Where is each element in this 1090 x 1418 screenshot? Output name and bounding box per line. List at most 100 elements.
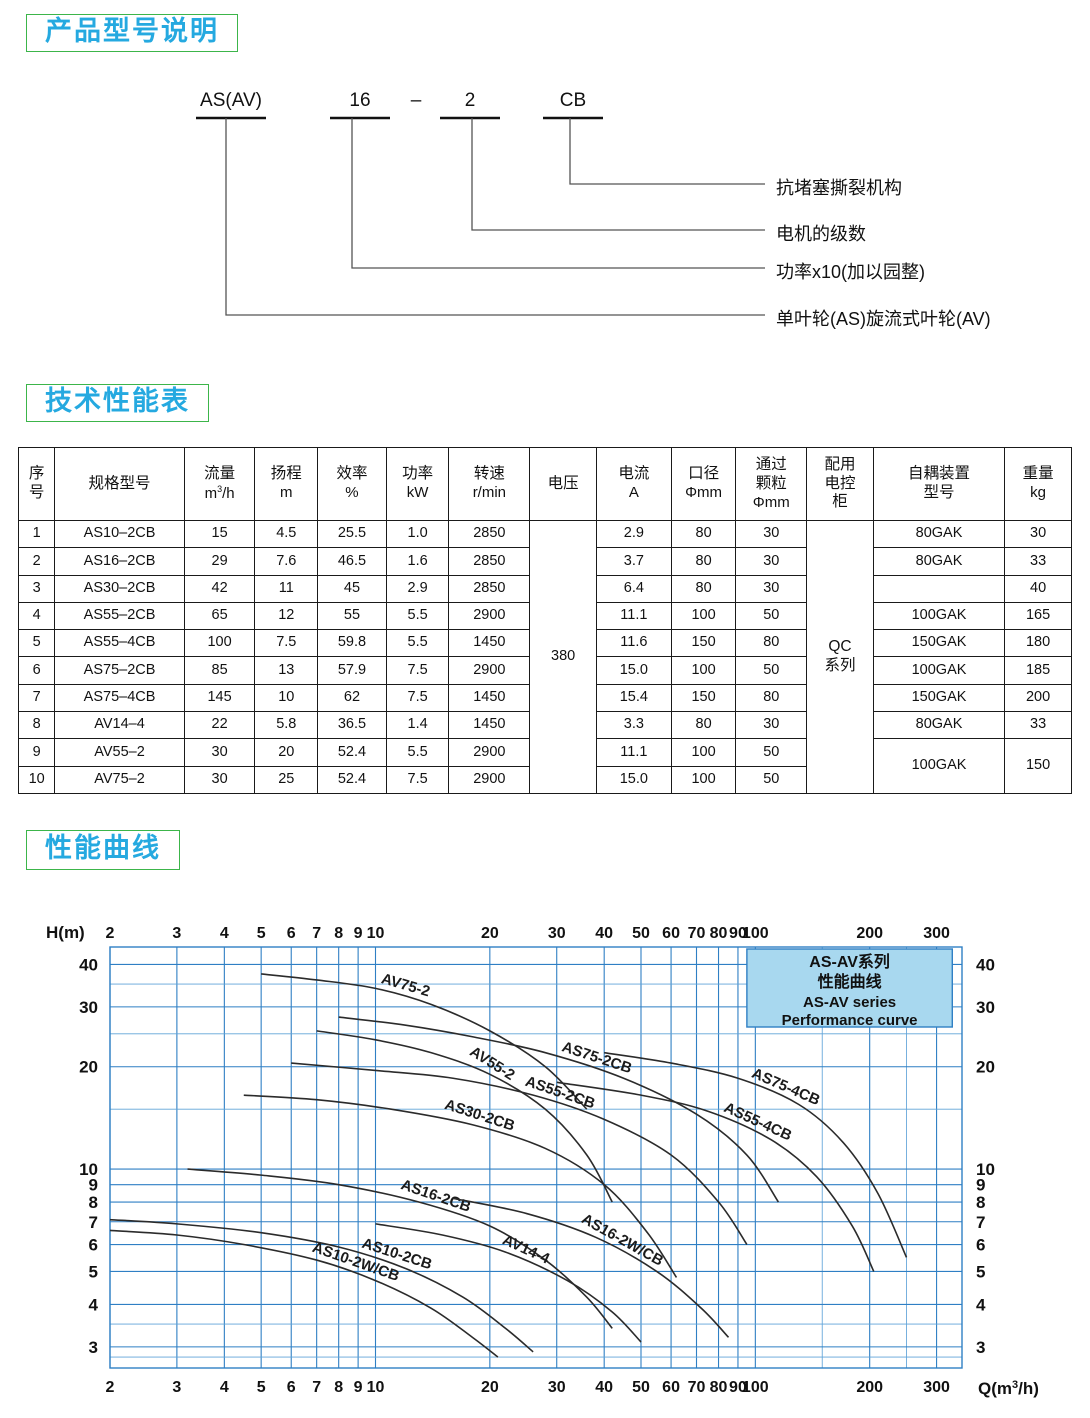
model-designation-diagram: AS(AV) 16 – 2 CB 抗堵塞撕裂机构 电机的级数 功率x10(加以园… — [0, 78, 1090, 346]
ytick-right-6: 6 — [976, 1236, 985, 1255]
cell-flow: 65 — [183, 601, 256, 631]
cell-coupling: 100GAK — [872, 738, 1006, 794]
xtick-bottom-70: 70 — [688, 1379, 706, 1396]
xtick-bottom-4: 4 — [220, 1379, 229, 1396]
model-code-suffix: CB — [559, 90, 587, 111]
legend-line3: AS-AV series — [803, 994, 896, 1011]
cell-flow: 15 — [183, 519, 256, 549]
cell-weight: 30 — [1004, 519, 1072, 549]
cell-eff: 52.4 — [317, 738, 387, 767]
cell-no: 7 — [17, 683, 56, 713]
xtick-top-40: 40 — [595, 925, 613, 942]
cell-head: 5.8 — [254, 711, 319, 740]
th-coupling-device: 自耦装置 型号 — [872, 447, 1006, 521]
cell-particle: 50 — [735, 738, 808, 767]
cell-speed: 1450 — [448, 711, 531, 740]
ytick-right-8: 8 — [976, 1193, 985, 1212]
ytick-left-30: 30 — [79, 998, 98, 1017]
table-row: 6 AS75–2CB 85 13 57.9 7.5 2900 15.0 100 50 100GAK 1… — [17, 656, 1072, 685]
cell-flow: 85 — [183, 656, 256, 685]
th-index: 序 号 — [17, 447, 56, 521]
ytick-right-3: 3 — [976, 1338, 985, 1357]
model-diagram-lines — [196, 116, 765, 316]
cell-current: 15.0 — [595, 765, 672, 794]
cell-speed: 2850 — [448, 547, 531, 576]
cell-no: 9 — [17, 738, 56, 767]
cell-weight: 150 — [1004, 738, 1072, 794]
curve-AS10-2CB — [110, 1218, 534, 1353]
xtick-top-5: 5 — [257, 925, 266, 942]
th-speed: 转速 r/min — [448, 447, 531, 521]
cell-power: 7.5 — [385, 656, 450, 685]
cell-eff: 46.5 — [317, 547, 387, 576]
cell-coupling: 100GAK — [872, 656, 1006, 685]
curve-AS16-2CB — [187, 1168, 613, 1329]
cell-control-cabinet: QC 系列 — [806, 520, 874, 794]
cell-speed: 2850 — [448, 574, 531, 603]
cell-flow: 100 — [183, 629, 256, 658]
cell-speed: 2900 — [448, 601, 531, 631]
cell-model: AS55–4CB — [54, 629, 185, 658]
xtick-bottom-7: 7 — [312, 1379, 321, 1396]
ytick-left-6: 6 — [89, 1236, 98, 1255]
th-efficiency: 效率 % — [317, 447, 387, 521]
cell-speed: 2900 — [448, 738, 531, 767]
xtick-bottom-30: 30 — [548, 1379, 566, 1396]
cell-bore: 100 — [670, 765, 737, 794]
cell-model: AS75–4CB — [54, 683, 185, 713]
cell-current: 3.7 — [595, 547, 672, 576]
cell-speed: 2900 — [448, 656, 531, 685]
curve-AS16-2W/CB — [452, 1197, 730, 1338]
section-title-model: 产品型号说明 — [45, 16, 219, 46]
ytick-right-40: 40 — [976, 955, 995, 974]
cell-coupling: 100GAK — [872, 601, 1006, 631]
model-code-dash: – — [410, 90, 422, 111]
ytick-right-9: 9 — [976, 1176, 985, 1195]
cell-bore: 80 — [670, 711, 737, 740]
xtick-bottom-9: 9 — [354, 1379, 363, 1396]
ytick-right-10: 10 — [976, 1160, 995, 1179]
xtick-top-7: 7 — [312, 925, 321, 942]
cell-eff: 45 — [317, 574, 387, 603]
cell-power: 1.0 — [385, 519, 450, 549]
cell-eff: 62 — [317, 683, 387, 713]
cell-bore: 100 — [670, 738, 737, 767]
cell-particle: 50 — [735, 601, 808, 631]
cell-eff: 59.8 — [317, 629, 387, 658]
xtick-top-9: 9 — [354, 925, 363, 942]
cell-weight: 185 — [1004, 656, 1072, 685]
cell-current: 15.4 — [595, 683, 672, 713]
xtick-bottom-200: 200 — [856, 1379, 883, 1396]
cell-current: 2.9 — [595, 519, 672, 549]
cell-head: 4.5 — [254, 519, 319, 549]
cell-power: 5.5 — [385, 738, 450, 767]
legend-line1: AS-AV系列 — [809, 952, 890, 971]
cell-head: 25 — [254, 765, 319, 794]
xtick-bottom-60: 60 — [662, 1379, 680, 1396]
cell-bore: 100 — [670, 601, 737, 631]
section-header-table: 技术性能表 — [26, 384, 209, 422]
model-desc-motor-poles: 电机的级数 — [776, 224, 866, 244]
cell-no: 8 — [17, 711, 56, 740]
cell-particle: 80 — [735, 629, 808, 658]
table-row: 1 AS10–2CB 15 4.5 25.5 1.0 2850 380 2.9 80 30 QC 系列 8… — [17, 519, 1072, 794]
cell-eff: 25.5 — [317, 519, 387, 549]
xtick-bottom-3: 3 — [172, 1379, 181, 1396]
cell-particle: 50 — [735, 656, 808, 685]
cell-model: AS10–2CB — [54, 519, 185, 549]
cell-head: 7.6 — [254, 547, 319, 576]
ytick-right-20: 20 — [976, 1058, 995, 1077]
cell-speed: 1450 — [448, 629, 531, 658]
cell-head: 20 — [254, 738, 319, 767]
cell-eff: 52.4 — [317, 765, 387, 794]
curve-AS55-2CB — [291, 1062, 748, 1245]
cell-head: 7.5 — [254, 629, 319, 658]
cell-particle: 30 — [735, 574, 808, 603]
xtick-top-70: 70 — [688, 925, 706, 942]
model-desc-power: 功率x10(加以园整) — [776, 262, 926, 282]
th-power: 功率 kW — [385, 447, 450, 521]
cell-speed: 2850 — [448, 519, 531, 549]
xtick-bottom-300: 300 — [923, 1379, 950, 1396]
cell-coupling: 80GAK — [872, 519, 1006, 549]
ytick-left-5: 5 — [89, 1262, 98, 1281]
